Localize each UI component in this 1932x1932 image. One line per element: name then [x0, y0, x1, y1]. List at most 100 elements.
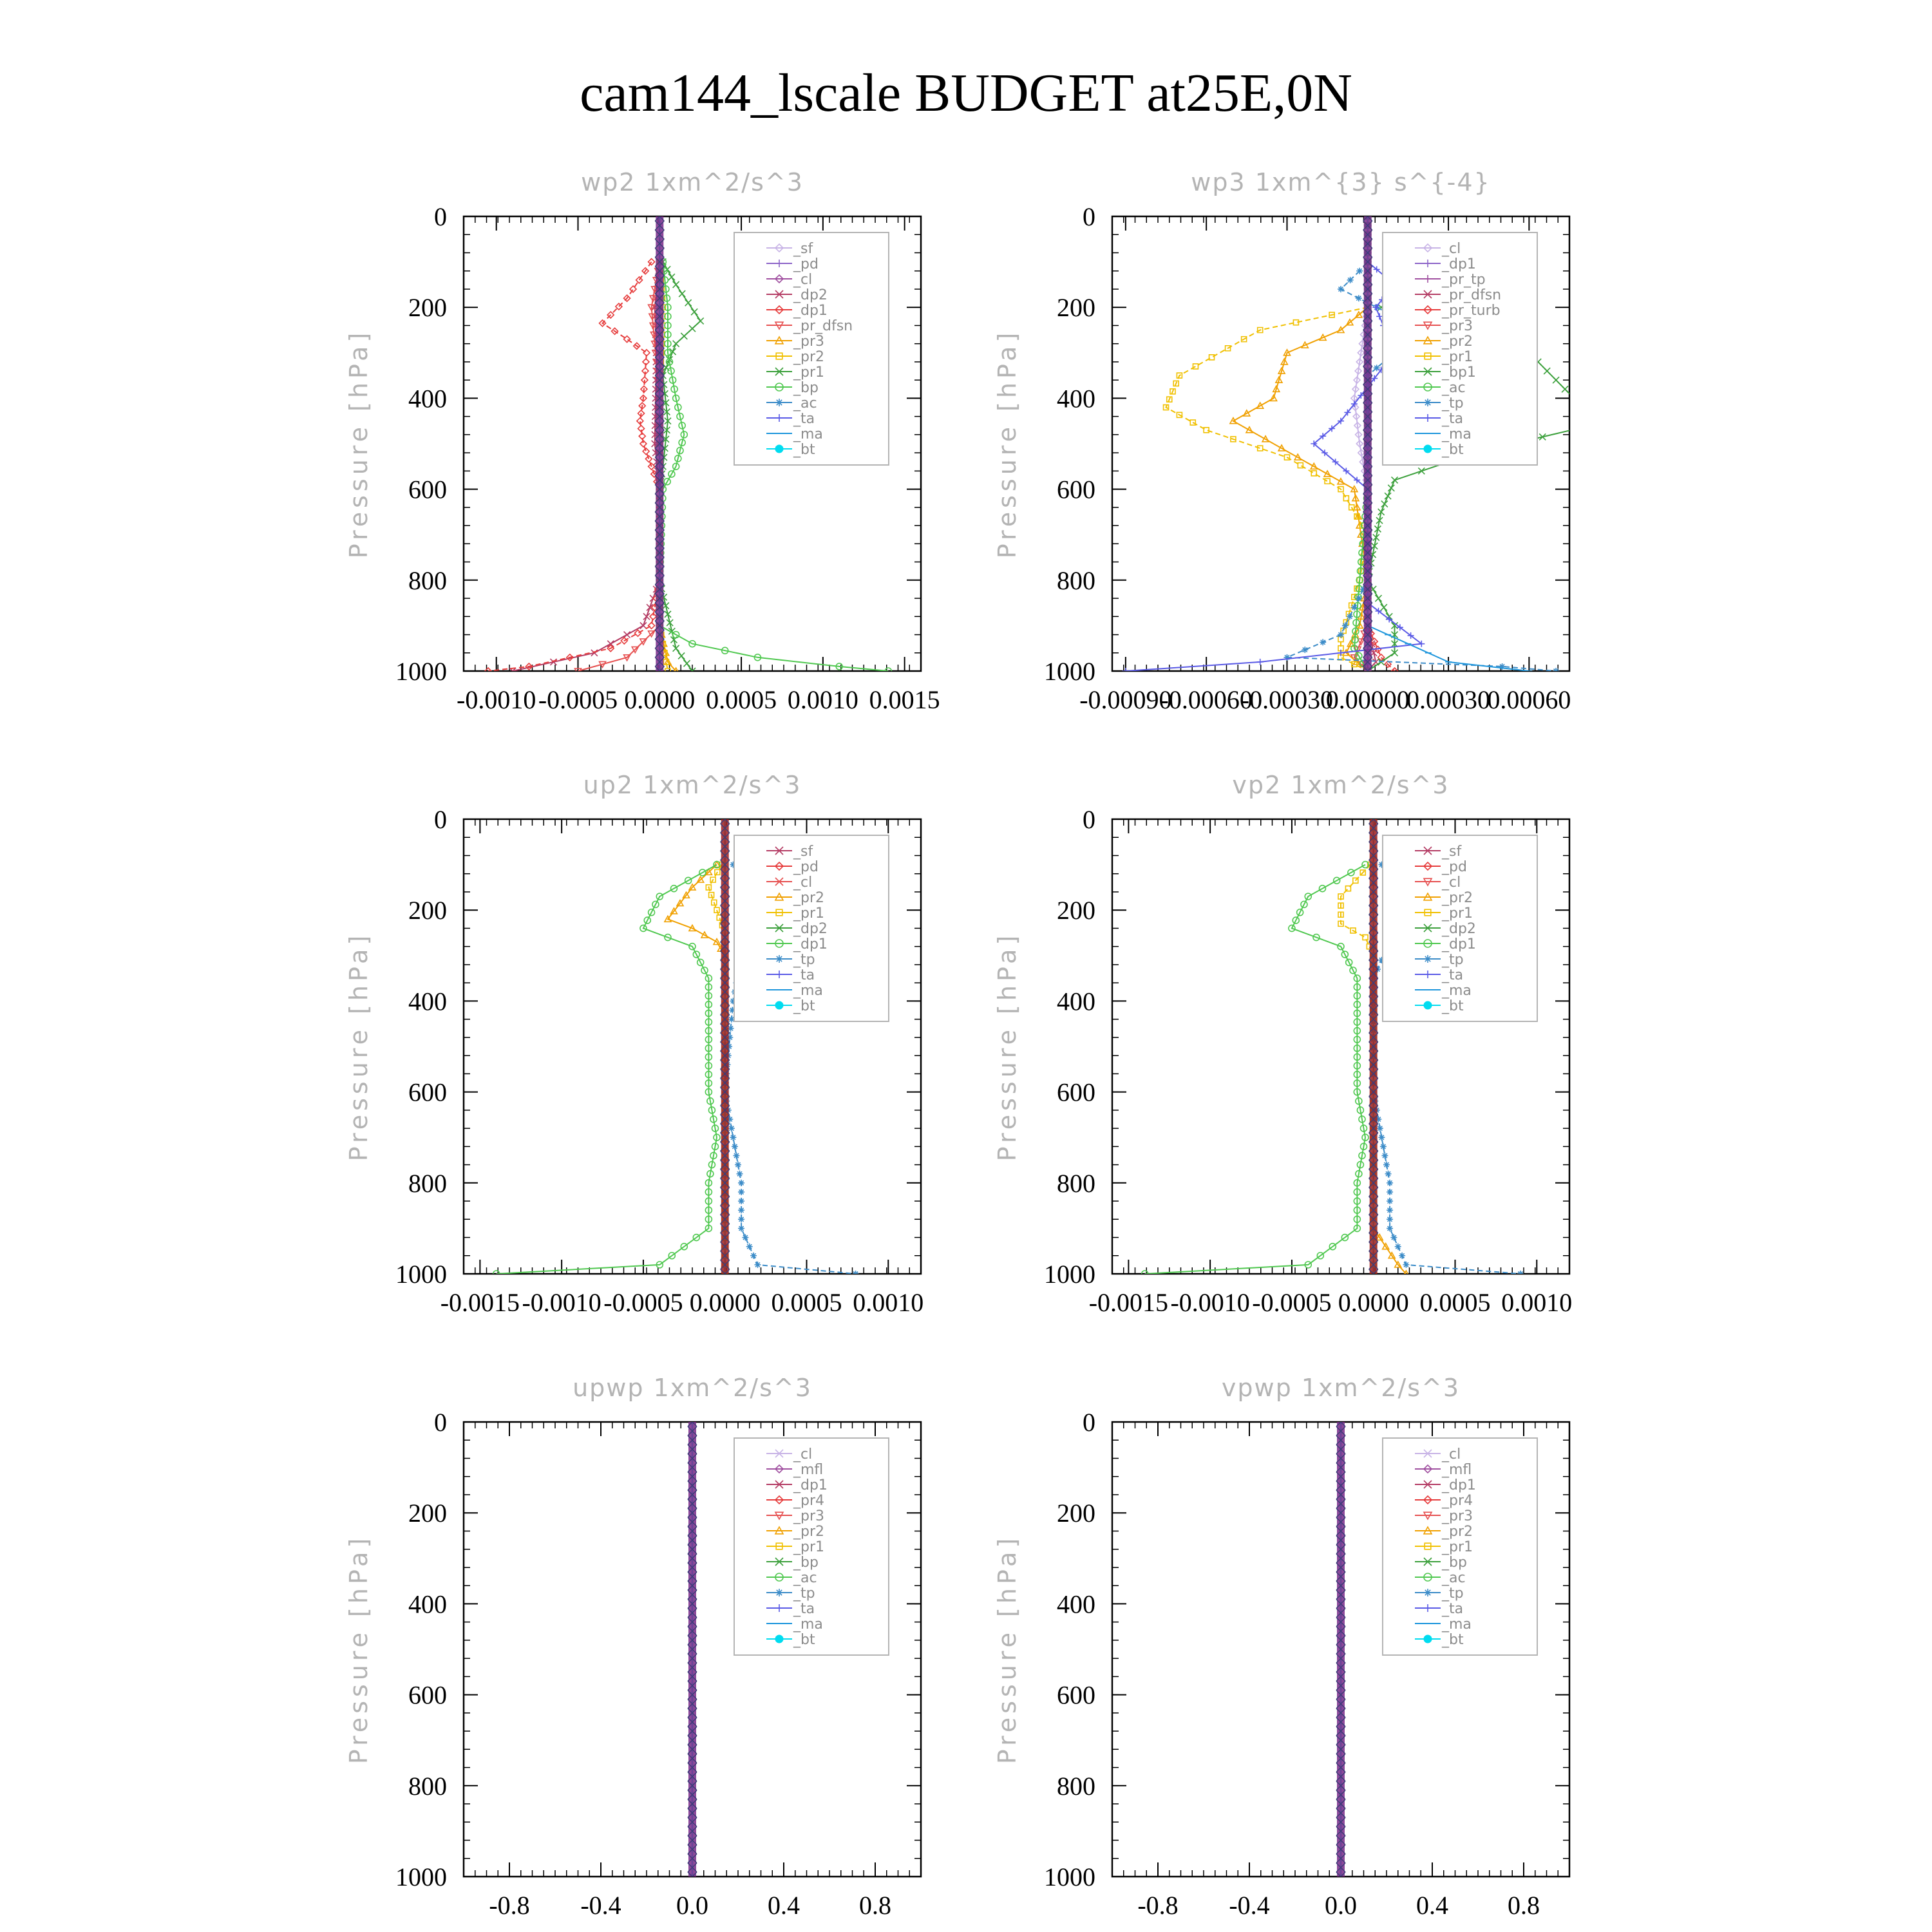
- series-line-dp2: [512, 261, 661, 671]
- data-point-pr1: [711, 899, 717, 906]
- chart-panel-5: upwp 1xm^2/s^3 Pressure [hPa] 0 200 400 600 80…: [345, 1374, 922, 1920]
- zero-series-marker: [654, 648, 665, 658]
- legend-marker-tp: [1424, 399, 1432, 406]
- data-point-tp: [754, 1261, 761, 1268]
- data-point-dp2: [646, 603, 654, 611]
- zero-series-marker: [687, 1790, 697, 1800]
- zero-series-marker: [1363, 666, 1373, 671]
- legend-label-cl: _cl: [1441, 241, 1461, 257]
- data-point-pr1: [690, 308, 698, 316]
- series-line-pr2: [667, 864, 726, 1274]
- legend-marker-pr1: [775, 909, 783, 916]
- data-point-dp1: [640, 376, 649, 384]
- data-point-bp1: [1417, 467, 1425, 475]
- data-point-dp1: [649, 612, 658, 621]
- zero-series-marker: [654, 311, 665, 321]
- legend-marker-ta: [1424, 414, 1432, 422]
- x-tick-label: -0.0010: [1170, 1288, 1249, 1317]
- data-point-pr1: [714, 869, 721, 876]
- data-point-dp1: [1349, 966, 1357, 974]
- data-point-ta: [1122, 668, 1129, 671]
- data-point-pr1: [662, 435, 670, 443]
- legend-marker-pr1: [1424, 352, 1432, 360]
- legend-marker-pr4: [774, 1495, 784, 1505]
- data-point-pr1: [683, 659, 691, 667]
- zero-series-marker: [654, 538, 665, 549]
- zero-series-marker: [1368, 1251, 1379, 1261]
- zero-series-marker: [687, 1844, 697, 1855]
- data-point-pr2: [1354, 310, 1363, 318]
- zero-series-marker: [1336, 1617, 1346, 1627]
- data-point-pr2: [1350, 484, 1359, 493]
- legend-label-tp: _tp: [793, 1586, 815, 1602]
- plot-frame: [462, 818, 922, 1275]
- zero-series-marker: [1336, 1635, 1346, 1645]
- zero-series-marker: [1363, 439, 1373, 449]
- figure-title: cam144_lscale BUDGET at25E,0N: [580, 63, 1352, 123]
- zero-series-marker: [720, 942, 730, 952]
- data-point-dp1: [1296, 908, 1304, 916]
- data-point-dp1: [1318, 884, 1327, 893]
- legend-box: [734, 232, 889, 466]
- data-point-cl: [1352, 376, 1361, 384]
- zero-series-marker: [1336, 1463, 1346, 1473]
- data-point-dp1: [1353, 1027, 1361, 1035]
- data-point-dp1: [635, 276, 643, 284]
- zero-series-marker: [687, 1422, 697, 1427]
- zero-series-marker: [720, 1169, 730, 1179]
- zero-series-marker: [654, 266, 665, 276]
- zero-series-marker: [1363, 648, 1373, 658]
- data-point-bp: [664, 330, 672, 339]
- data-point-dp1: [684, 876, 692, 885]
- legend-marker-pr2: [774, 892, 784, 901]
- data-point-bp1: [1593, 411, 1600, 417]
- zero-series-marker: [1336, 1662, 1346, 1672]
- zero-series-marker: [1336, 1817, 1346, 1827]
- data-point-dp1: [705, 992, 713, 1000]
- data-point-dp1: [708, 1106, 716, 1114]
- data-point-pr2: [1346, 639, 1355, 647]
- data-point-pr1: [685, 299, 692, 307]
- data-point-pr2: [663, 914, 672, 923]
- y-axis-label: Pressure [hPa]: [993, 329, 1021, 559]
- data-point-pr2: [1261, 435, 1270, 442]
- data-point-pr_turb: [1383, 660, 1392, 668]
- data-point-dp1: [1332, 876, 1341, 885]
- zero-series-marker: [654, 229, 665, 240]
- panel-title: vpwp 1xm^2/s^3: [1222, 1374, 1460, 1402]
- data-point-dp1: [607, 644, 615, 652]
- data-point-ta: [1376, 313, 1383, 320]
- zero-series-marker: [1363, 238, 1373, 249]
- zero-series-marker: [1363, 302, 1373, 312]
- zero-series-marker: [1363, 457, 1373, 467]
- data-point-pr_turb: [1370, 637, 1379, 646]
- data-point-pr1: [1352, 877, 1359, 884]
- zero-series-marker: [720, 887, 730, 897]
- y-tick-label: 800: [1057, 1169, 1095, 1198]
- zero-series-marker: [1368, 1014, 1379, 1025]
- data-point-dp1: [492, 1270, 500, 1274]
- zero-series-marker: [687, 1808, 697, 1818]
- data-point-pr2: [1300, 341, 1309, 348]
- data-point-tp: [1399, 1252, 1406, 1259]
- data-point-dp1: [1356, 1160, 1365, 1169]
- x-tick-label: 0.0000: [690, 1288, 761, 1317]
- data-point-pr1: [663, 408, 671, 416]
- series-line-dp1: [1144, 864, 1367, 1274]
- data-point-dp1: [637, 424, 645, 433]
- y-tick-label: 0: [1083, 202, 1095, 231]
- zero-series-marker: [1368, 1187, 1379, 1197]
- data-point-tp: [1347, 276, 1354, 283]
- legend-label-ta: _ta: [1441, 1601, 1463, 1617]
- data-point-pr2: [1272, 384, 1281, 393]
- zero-series-marker: [654, 666, 665, 671]
- data-point-dp1: [639, 385, 649, 393]
- zero-series-marker: [687, 1680, 697, 1691]
- zero-series-marker: [1336, 1808, 1346, 1818]
- data-point-dp2: [623, 630, 631, 639]
- data-point-cl: [1351, 385, 1360, 393]
- data-point-bp: [676, 412, 684, 421]
- data-point-dp1: [620, 636, 629, 645]
- data-point-ac: [1356, 567, 1365, 575]
